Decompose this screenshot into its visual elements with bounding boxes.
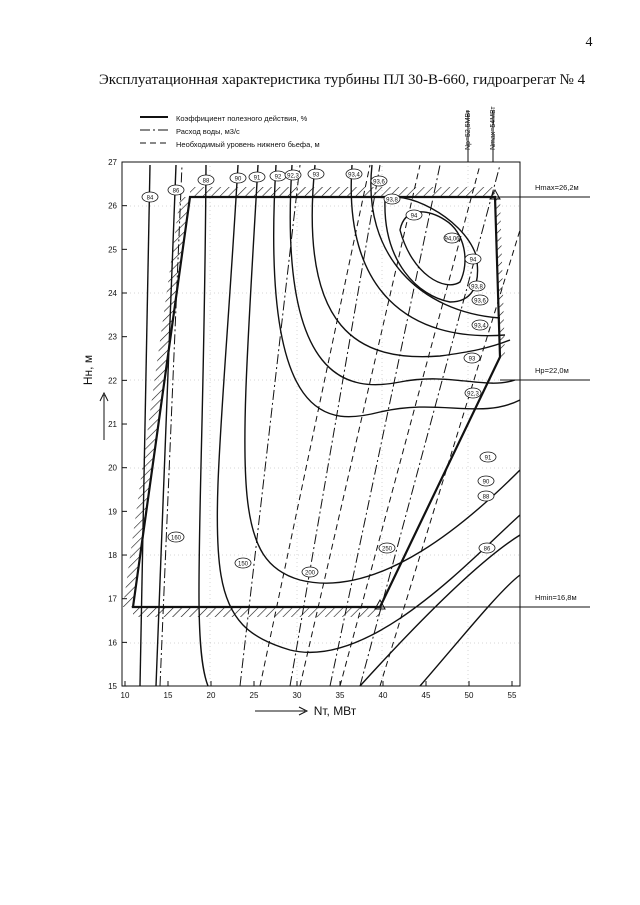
efficiency-contours <box>139 164 521 687</box>
limit-lines <box>380 110 590 608</box>
legend-entry: Необходимый уровень нижнего бьефа, м <box>176 140 320 149</box>
x-axis-label: Nт, МВт <box>314 704 357 718</box>
contour-label-bg <box>471 319 489 331</box>
tailwater-lines <box>259 164 521 687</box>
contour-label-bg <box>234 557 252 569</box>
contour-label-bg <box>301 566 319 578</box>
title: Эксплуатационная характеристика турбины … <box>99 72 586 88</box>
contour-label: 86 <box>173 189 180 195</box>
flow-lines <box>159 164 501 687</box>
contour-label: 93,4 <box>348 173 360 179</box>
x-tick-label: 55 <box>508 691 517 700</box>
head-limit-label: Hmax=26,2м <box>535 183 579 192</box>
x-tick-label: 15 <box>164 691 173 700</box>
x-tick-label: 40 <box>379 691 388 700</box>
contour-label-bg <box>477 475 495 487</box>
y-tick-label: 18 <box>108 551 117 560</box>
contour-label-bg <box>468 280 486 292</box>
head-limit-label: Hp=22,0м <box>535 366 569 375</box>
contour-label-bg <box>471 294 489 306</box>
contour-label: 93,8 <box>471 285 483 291</box>
contour-label: 92 <box>275 175 282 181</box>
contour-label: 91 <box>485 456 492 462</box>
y-tick-label: 15 <box>108 682 117 691</box>
contour-label: 94,06 <box>444 237 460 243</box>
contour-label: 94 <box>470 258 477 264</box>
x-tick-label: 35 <box>336 691 345 700</box>
contour-label: 93,4 <box>474 324 486 330</box>
y-tick-label: 23 <box>108 333 117 342</box>
power-limit-label: Np=52,5МВт <box>465 109 472 150</box>
contour-label-bg <box>443 232 461 244</box>
operating-zone <box>123 187 505 617</box>
legend-entry: Коэффициент полезного действия, % <box>176 114 308 123</box>
contour-label-bg <box>464 253 482 265</box>
contour-label: 250 <box>382 547 393 553</box>
contour-label: 86 <box>484 547 491 553</box>
contour-label: 93 <box>469 357 476 363</box>
contour-label-bg <box>464 387 482 399</box>
grid <box>122 162 520 686</box>
power-limit-label: Nmax=54МВт <box>490 106 497 150</box>
contour-label: 150 <box>238 562 249 568</box>
page-number: 4 <box>586 35 593 50</box>
contour-label-bg <box>405 209 423 221</box>
contour-label: 90 <box>235 177 242 183</box>
contour-label-bg <box>383 193 401 205</box>
contour-label: 93,8 <box>386 198 398 204</box>
contour-label-bg <box>167 531 185 543</box>
contour-label: 93,6 <box>373 180 385 186</box>
head-limit-label: Hmin=16,8м <box>535 593 577 602</box>
y-tick-label: 19 <box>108 507 117 516</box>
contour-label-bg <box>307 168 325 180</box>
contour-label-bg <box>370 175 388 187</box>
x-tick-label: 20 <box>207 691 216 700</box>
contour-label: 88 <box>203 179 210 185</box>
y-axis-label: Hн, м <box>81 355 95 385</box>
contour-label-bg <box>248 171 266 183</box>
contour-label: 92,3 <box>467 392 479 398</box>
contour-label-bg <box>167 184 185 196</box>
contour-label-bg <box>478 542 496 554</box>
contour-label: 90 <box>483 480 490 486</box>
x-tick-label: 10 <box>121 691 130 700</box>
contour-label: 200 <box>305 571 316 577</box>
legend-lines <box>140 116 168 144</box>
legend-entry: Расход воды, м3/с <box>176 127 240 136</box>
y-tick-label: 27 <box>108 158 117 167</box>
contour-label-bg <box>463 352 481 364</box>
contour-label-bg <box>477 490 495 502</box>
contour-label-bg <box>378 542 396 554</box>
y-tick-label: 21 <box>108 420 117 429</box>
y-tick-label: 24 <box>108 289 117 298</box>
y-tick-label: 17 <box>108 595 117 604</box>
x-tick-label: 30 <box>293 691 302 700</box>
contour-label-bg <box>229 172 247 184</box>
y-tick-label: 16 <box>108 638 117 647</box>
contour-label-bg <box>197 174 215 186</box>
contour-label: 91 <box>254 176 261 182</box>
contour-label-bg <box>345 168 363 180</box>
y-tick-label: 22 <box>108 376 117 385</box>
axis-arrows <box>99 391 309 716</box>
contour-label: 84 <box>147 196 154 202</box>
contour-label: 160 <box>171 536 182 542</box>
contour-label: 92,3 <box>287 174 299 180</box>
contour-label: 93 <box>313 173 320 179</box>
x-tick-label: 25 <box>250 691 259 700</box>
contour-label-bg <box>141 191 159 203</box>
contour-label: 94 <box>411 214 418 220</box>
contour-label-bg <box>479 451 497 463</box>
y-tick-label: 25 <box>108 245 117 254</box>
contour-label: 93,6 <box>474 299 486 305</box>
x-tick-label: 45 <box>422 691 431 700</box>
y-tick-label: 26 <box>108 202 117 211</box>
x-tick-label: 50 <box>465 691 474 700</box>
y-tick-label: 20 <box>108 464 117 473</box>
contour-label-bg <box>284 169 302 181</box>
contour-label: 88 <box>483 495 490 501</box>
